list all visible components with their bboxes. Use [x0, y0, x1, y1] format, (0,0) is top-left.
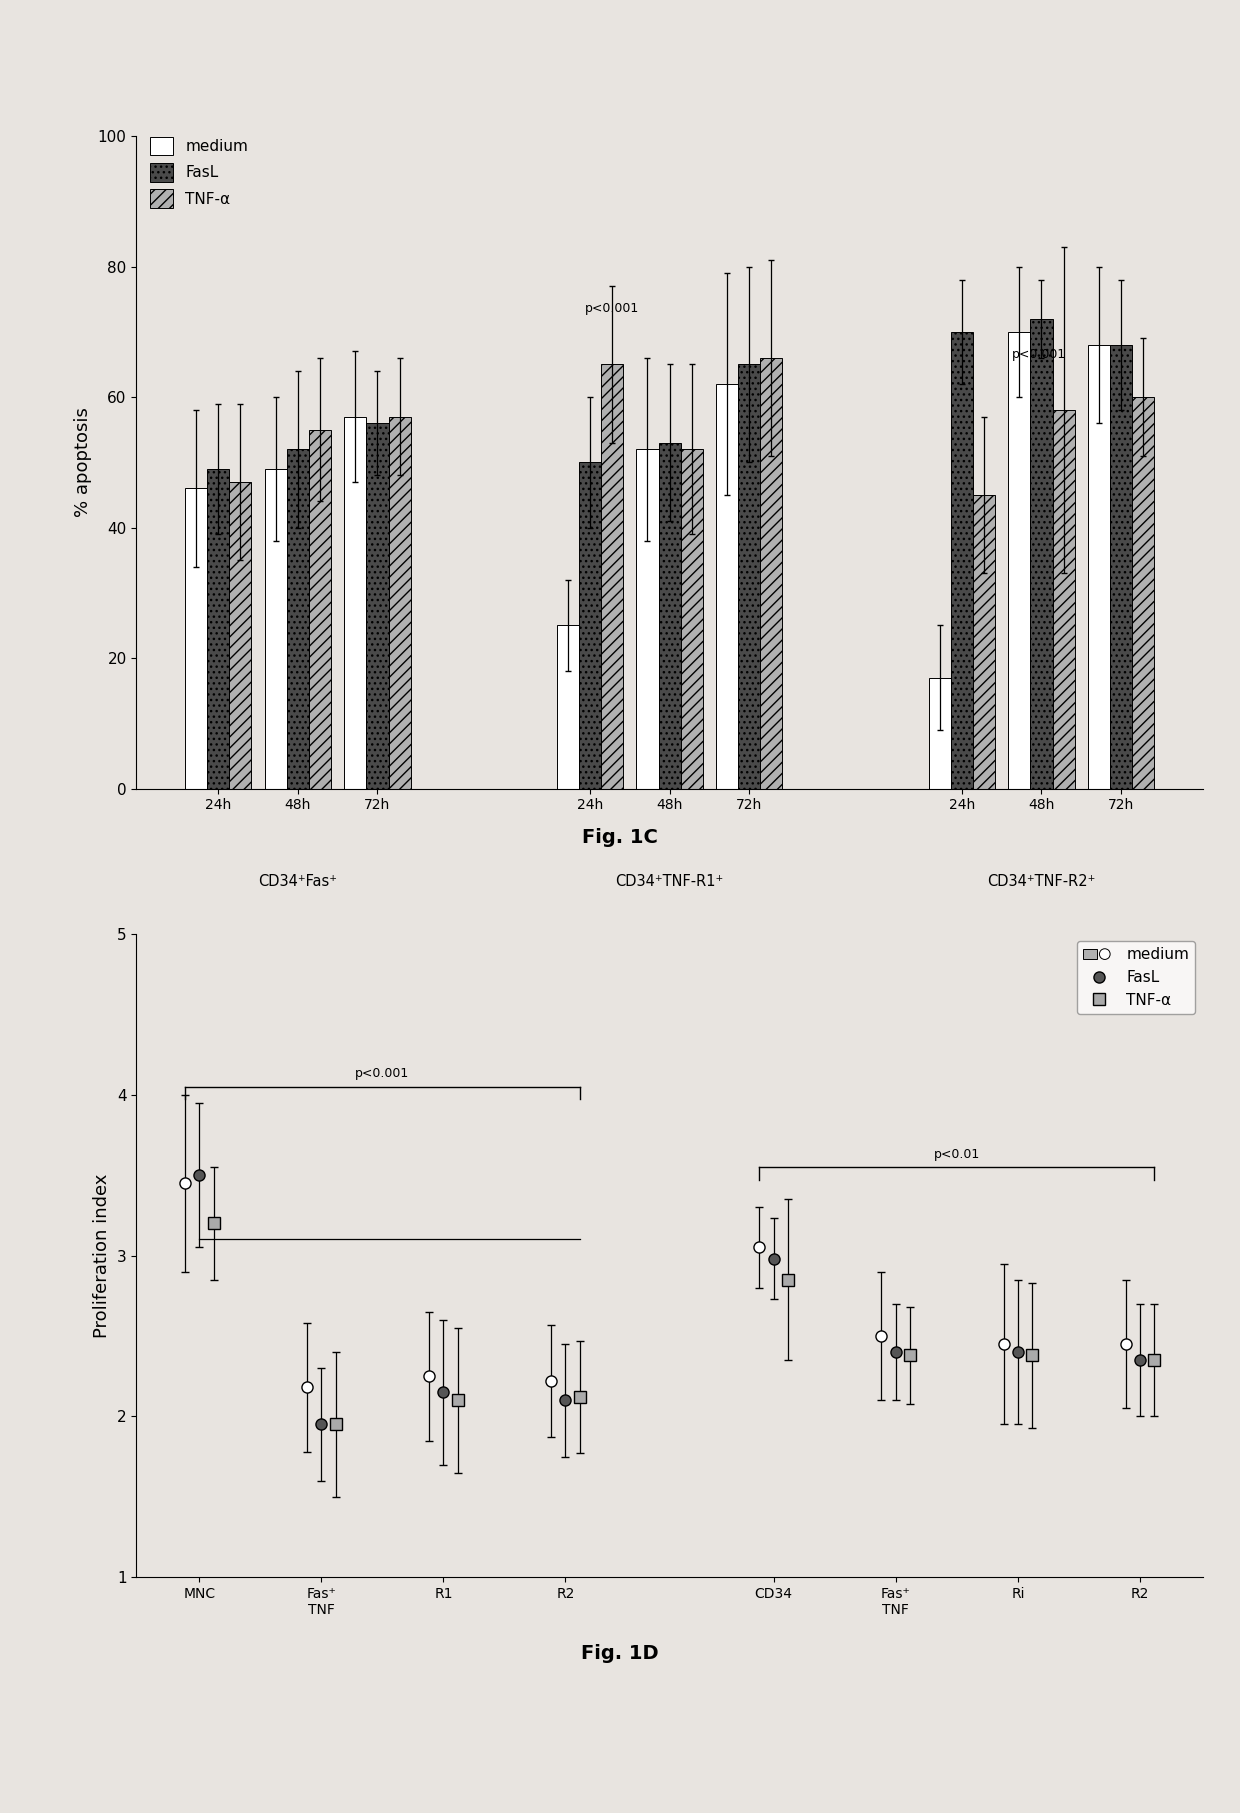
Bar	[1132, 397, 1154, 789]
Bar	[1008, 332, 1030, 789]
Bar	[345, 417, 366, 789]
Bar	[1030, 319, 1053, 789]
Bar	[185, 488, 207, 789]
Text: p<0.001: p<0.001	[355, 1068, 409, 1081]
Bar	[229, 482, 252, 789]
Bar	[366, 422, 388, 789]
Y-axis label: % apoptosis: % apoptosis	[74, 408, 92, 517]
Bar	[738, 364, 760, 789]
Text: p<0.001: p<0.001	[584, 303, 639, 315]
Bar	[760, 357, 782, 789]
Bar	[715, 384, 738, 789]
Bar	[207, 470, 229, 789]
Bar	[973, 495, 994, 789]
Bar	[951, 332, 973, 789]
Text: CD34⁺TNF-R1⁺: CD34⁺TNF-R1⁺	[615, 874, 724, 888]
Bar	[286, 450, 309, 789]
Bar	[658, 442, 681, 789]
Bar	[1053, 410, 1075, 789]
Bar	[681, 450, 703, 789]
Bar	[388, 417, 410, 789]
Text: p<0.01: p<0.01	[934, 1148, 980, 1160]
Text: p<0.001: p<0.001	[1012, 348, 1066, 361]
Text: CD34⁺Fas⁺: CD34⁺Fas⁺	[258, 874, 337, 888]
Text: CD34⁺TNF-R2⁺: CD34⁺TNF-R2⁺	[987, 874, 1096, 888]
Bar	[929, 678, 951, 789]
Bar	[1087, 344, 1110, 789]
Bar	[636, 450, 658, 789]
Text: Fig. 1C: Fig. 1C	[582, 829, 658, 847]
Legend: medium, FasL, TNF-α: medium, FasL, TNF-α	[144, 131, 254, 214]
Y-axis label: Proliferation index: Proliferation index	[93, 1173, 112, 1338]
Text: Fig. 1D: Fig. 1D	[582, 1644, 658, 1663]
Bar	[557, 625, 579, 789]
Bar	[601, 364, 624, 789]
Bar	[264, 470, 286, 789]
Legend: medium, FasL, TNF-α: medium, FasL, TNF-α	[1078, 941, 1195, 1013]
Bar	[579, 462, 601, 789]
Bar	[309, 430, 331, 789]
Bar	[1110, 344, 1132, 789]
